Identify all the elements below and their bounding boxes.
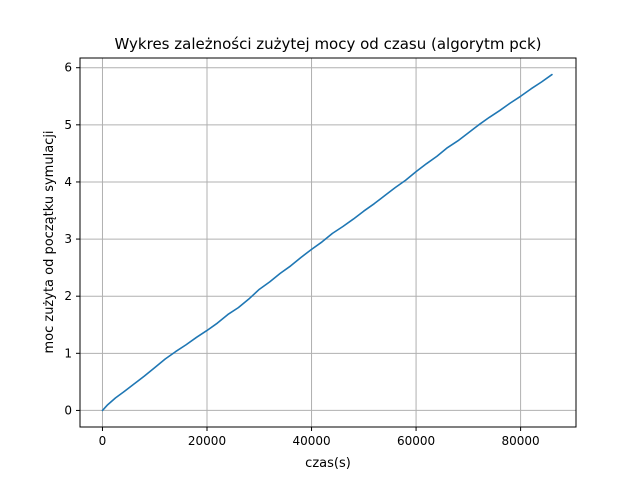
ticks: 0 20000 40000 60000 80000 0 1 2 3 4 5 6 (64, 61, 539, 448)
x-tick-label: 40000 (292, 434, 330, 448)
series-line-0 (101, 73, 553, 412)
y-tick-label: 3 (64, 232, 72, 246)
y-tick-label: 1 (64, 346, 72, 360)
x-tick-label: 0 (99, 434, 107, 448)
chart-title: Wykres zależności zużytej mocy od czasu … (114, 35, 541, 53)
y-tick-label: 2 (64, 289, 72, 303)
y-tick-label: 5 (64, 118, 72, 132)
x-axis-label: czas(s) (305, 456, 351, 471)
series-layer (101, 73, 553, 412)
axes-frame (79, 57, 577, 428)
y-tick-label: 6 (64, 61, 72, 75)
x-tick-label: 80000 (502, 434, 540, 448)
y-tick-label: 4 (64, 175, 72, 189)
y-tick-label: 0 (64, 403, 72, 417)
x-tick-label: 20000 (188, 434, 226, 448)
x-tick-label: 60000 (397, 434, 435, 448)
y-axis-label: moc zużyta od początku symulacji (42, 130, 57, 353)
grid (80, 58, 576, 427)
